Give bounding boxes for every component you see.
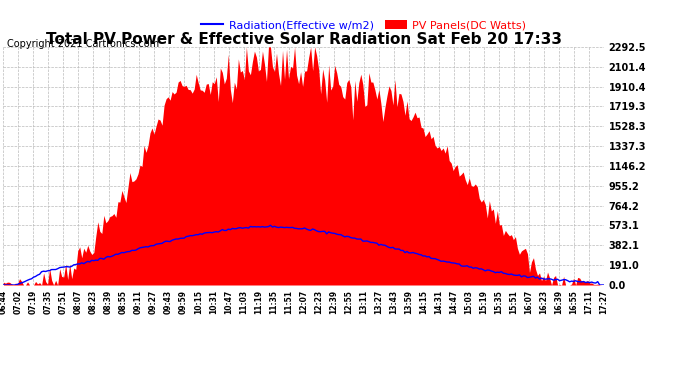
- Title: Total PV Power & Effective Solar Radiation Sat Feb 20 17:33: Total PV Power & Effective Solar Radiati…: [46, 32, 562, 47]
- Legend: Radiation(Effective w/m2), PV Panels(DC Watts): Radiation(Effective w/m2), PV Panels(DC …: [201, 20, 526, 30]
- Text: Copyright 2021 Cartronics.com: Copyright 2021 Cartronics.com: [7, 39, 159, 50]
